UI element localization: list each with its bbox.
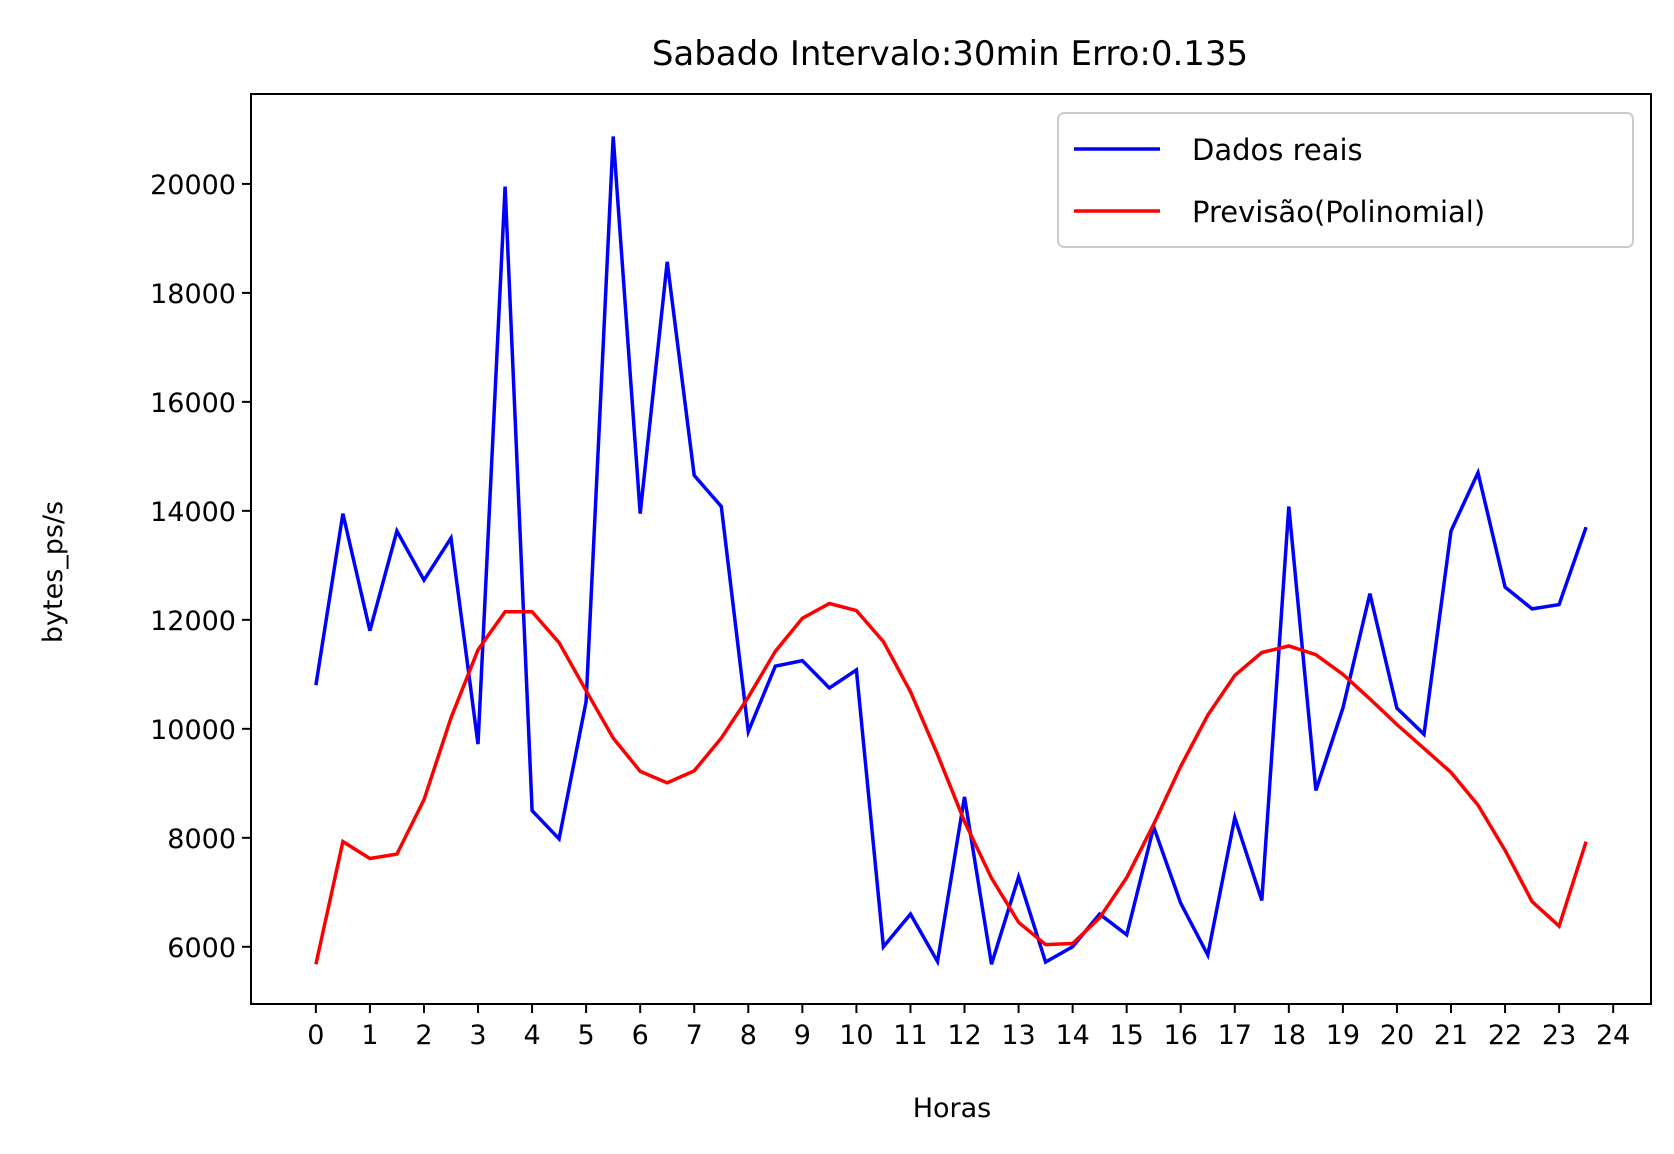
y-tick-label: 8000: [167, 824, 236, 855]
x-tick-label: 24: [1596, 1020, 1630, 1051]
x-tick-label: 11: [893, 1020, 927, 1051]
x-tick-label: 7: [686, 1020, 703, 1051]
x-tick-label: 16: [1164, 1020, 1198, 1051]
x-tick-label: 4: [523, 1020, 540, 1051]
y-tick-label: 12000: [150, 606, 236, 637]
x-tick-label: 23: [1542, 1020, 1576, 1051]
legend: Dados reais Previsão(Polinomial): [1057, 112, 1634, 248]
y-tick-label: 16000: [150, 388, 236, 419]
x-tick-label: 19: [1326, 1020, 1360, 1051]
x-tick-label: 5: [578, 1020, 595, 1051]
x-tick-label: 10: [839, 1020, 873, 1051]
y-tick-label: 10000: [150, 715, 236, 746]
plot-area: [250, 93, 1652, 1005]
x-tick-label: 1: [361, 1020, 378, 1051]
legend-label: Previsão(Polinomial): [1192, 195, 1485, 229]
y-axis-label: bytes_ps/s: [38, 501, 69, 643]
x-tick-label: 6: [632, 1020, 649, 1051]
y-tick-label: 14000: [150, 497, 236, 528]
y-tick-label: 18000: [150, 279, 236, 310]
series-line-1: [314, 601, 1588, 965]
x-tick-label: 20: [1380, 1020, 1414, 1051]
x-tick-label: 3: [469, 1020, 486, 1051]
plot-frame: [250, 93, 1652, 1005]
x-tick-label: 15: [1109, 1020, 1143, 1051]
legend-label: Dados reais: [1192, 133, 1363, 167]
x-tick-label: 2: [415, 1020, 432, 1051]
y-tick-label: 6000: [167, 933, 236, 964]
x-tick-label: 17: [1218, 1020, 1252, 1051]
x-tick-label: 22: [1488, 1020, 1522, 1051]
y-tick-label: 20000: [150, 170, 236, 201]
x-tick-label: 9: [794, 1020, 811, 1051]
x-axis-label: Horas: [913, 1093, 992, 1124]
x-tick-label: 12: [947, 1020, 981, 1051]
series-line-0: [314, 136, 1588, 967]
x-tick-label: 0: [307, 1020, 324, 1051]
legend-box: [1057, 112, 1634, 248]
x-tick-label: 13: [1001, 1020, 1035, 1051]
chart-title: Sabado Intervalo:30min Erro:0.135: [652, 34, 1248, 74]
x-axis: 0 1 2 3 4 5 6 7 8 9 10 11 12 13 14 15 16 17 18 19 20 21 22 23 24: [307, 1004, 1630, 1051]
series-lines: [314, 136, 1588, 967]
x-tick-label: 18: [1272, 1020, 1306, 1051]
x-tick-label: 21: [1434, 1020, 1468, 1051]
x-tick-label: 8: [740, 1020, 757, 1051]
x-tick-label: 14: [1055, 1020, 1089, 1051]
y-axis: 6000 8000 10000 12000 14000 16000 18000 20000: [150, 170, 251, 964]
